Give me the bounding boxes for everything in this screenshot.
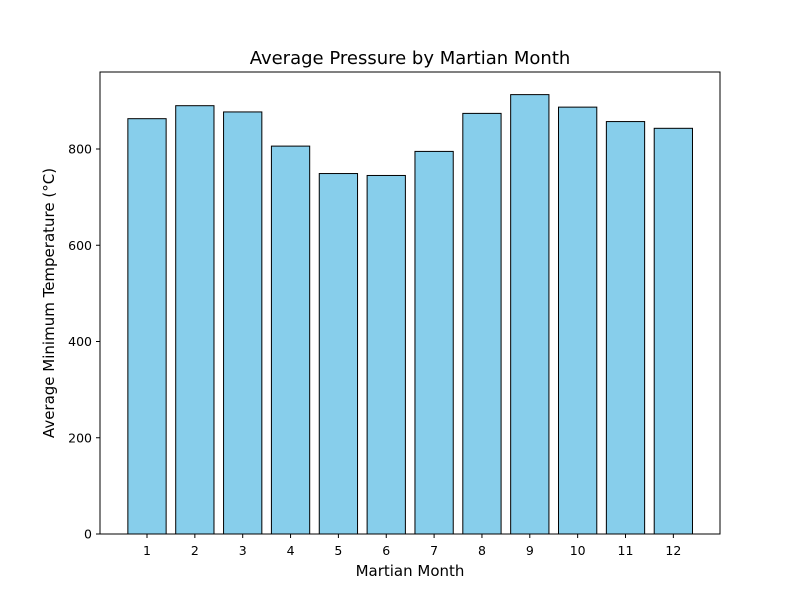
plot-frame <box>99 71 721 535</box>
y-tick-label: 400 <box>68 334 92 349</box>
bar-month-4 <box>270 145 311 535</box>
y-tick-label: 600 <box>68 238 92 253</box>
bar-month-9 <box>510 94 550 535</box>
y-axis: 0 200 400 600 800 <box>68 142 100 542</box>
bar-month-11 <box>605 121 646 535</box>
x-axis: 1 2 3 4 5 6 7 8 9 10 11 12 <box>143 534 681 558</box>
y-tick-label: 200 <box>68 430 92 445</box>
x-tick-label: 11 <box>618 543 634 558</box>
x-tick-label: 3 <box>239 543 247 558</box>
x-tick-label: 4 <box>287 543 295 558</box>
bar-month-5 <box>318 173 359 535</box>
y-tick-label: 0 <box>84 527 92 542</box>
bar-month-12 <box>653 127 693 535</box>
bar-month-10 <box>558 106 598 535</box>
bar-month-3 <box>223 111 263 535</box>
x-tick-label: 12 <box>665 543 681 558</box>
x-tick-label: 1 <box>143 543 151 558</box>
x-tick-label: 6 <box>382 543 390 558</box>
bar-month-6 <box>366 174 406 535</box>
y-tick-label: 800 <box>68 142 92 157</box>
x-tick-label: 10 <box>570 543 586 558</box>
bar-month-8 <box>462 112 502 535</box>
x-tick-label: 9 <box>526 543 534 558</box>
x-tick-label: 5 <box>334 543 342 558</box>
y-axis-label: Average Minimum Temperature (°C) <box>40 168 58 438</box>
x-axis-label: Martian Month <box>356 562 465 580</box>
chart-title: Average Pressure by Martian Month <box>250 48 571 69</box>
bars-group <box>127 94 693 535</box>
bar-month-2 <box>175 105 215 535</box>
x-tick-label: 7 <box>430 543 438 558</box>
x-tick-label: 2 <box>191 543 199 558</box>
x-tick-label: 8 <box>478 543 486 558</box>
bar-month-1 <box>127 118 167 535</box>
bar-month-7 <box>414 150 454 535</box>
